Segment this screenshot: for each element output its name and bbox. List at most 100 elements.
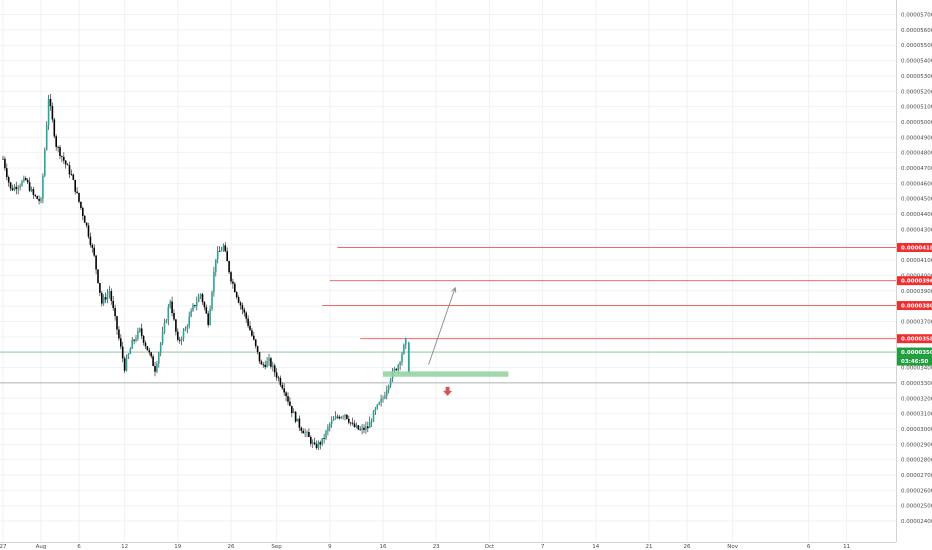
candle-body [137,330,139,339]
candle-body [270,358,272,367]
resistance-badge-bg [897,301,932,311]
candle-body [66,164,69,166]
candle-body [239,302,242,306]
candle-body [158,352,160,364]
time-axis[interactable]: 27 Aug 6 12 19 26 Sep 9 16 23 Oct 7 14 21 26 Nov 6 11 [0,544,850,550]
candle-body [89,236,92,246]
candle-body [235,292,238,298]
price-axis[interactable]: 0.00005700 0.00005600 0.00005500 0.00005400… [901,13,932,526]
x-tick-label: Sep [271,544,282,550]
candle-body [4,158,6,169]
candle-body [104,297,107,300]
candle-body [51,106,54,120]
x-tick-label: Aug [36,544,47,550]
candle-body [11,188,14,191]
candle-body [173,313,175,320]
y-tick-label: 0.00005200 [901,89,932,95]
candle-body [298,418,301,428]
candle-body [30,189,33,191]
candle-body [330,420,333,424]
candle-body [63,156,65,161]
candle-body [285,392,287,397]
candle-body [389,379,392,386]
y-tick-label: 0.00004300 [901,227,932,233]
candle-body [230,272,232,282]
candle-body [97,269,99,283]
candle-body [159,343,162,353]
candle-body [201,294,204,303]
candle-body [317,442,320,449]
resistance-badge-label: 0.00003588 [901,337,932,343]
candle-body [114,308,116,317]
y-tick-label: 0.00002800 [901,458,932,464]
y-tick-label: 0.00004500 [901,197,932,203]
x-tick-label: 14 [592,544,599,550]
candle-body [76,191,78,193]
candle-body [275,372,278,378]
y-tick-label: 0.00004800 [901,151,932,157]
candle-body [304,432,306,434]
candle-body [28,182,31,191]
candle-body [232,281,234,284]
candle-body [142,335,145,343]
candle-body [19,185,21,188]
candle-body [101,292,103,304]
candle-body [346,414,348,419]
candle-body [121,346,124,359]
candle-body [152,356,154,367]
candle-body [64,160,67,165]
resistance-badge-bg [897,334,932,344]
candle-body [180,338,183,341]
candle-body [112,300,114,309]
y-tick-label: 0.00003300 [901,381,932,387]
candle-body [197,296,200,302]
candle-body [256,346,259,352]
candle-body [321,438,323,445]
candle-body [78,192,80,202]
candle-body [82,207,84,216]
candle-body [207,313,209,325]
x-tick-label: 16 [380,544,387,550]
candle-body [165,320,168,323]
candle-body [70,174,73,176]
candle-body [401,353,403,363]
candle-body [393,368,396,371]
candle-body [182,330,185,339]
candle-body [61,156,63,157]
candle-body [384,395,386,399]
candle-body [249,325,251,331]
y-tick-label: 0.00002500 [901,504,932,510]
candle-body [386,390,388,396]
candle-body [308,431,310,438]
candle-body [15,186,18,190]
candle-body [34,194,37,197]
y-tick-label: 0.00005400 [901,59,932,65]
x-tick-label: 19 [174,544,181,550]
candle-body [74,179,76,192]
candle-body [25,178,27,180]
candle-body [342,416,344,418]
candle-body [135,338,137,341]
candle-body [42,175,44,199]
target-arrow-head [451,286,457,293]
candle-body [133,339,135,341]
candle-body [260,361,263,365]
candle-body [144,342,147,347]
candle-body [353,423,356,428]
candle-body [268,358,270,362]
candle-body [99,282,101,293]
y-tick-label: 0.00004700 [901,166,932,172]
candle-body [302,430,304,434]
candle-body [72,174,75,180]
countdown-label: 03:46:50 [901,359,929,365]
y-tick-label: 0.00003200 [901,396,932,402]
candle-body [7,177,10,183]
candle-body [125,358,128,371]
candle-body [211,292,213,309]
price-badges: 0.00004182 0.00003966 0.00003804 0.00003588… [897,243,932,366]
y-tick-label: 0.00003900 [901,289,932,295]
candle-body [190,310,192,317]
candle-body [372,411,375,422]
y-tick-label: 0.00003700 [901,320,932,326]
